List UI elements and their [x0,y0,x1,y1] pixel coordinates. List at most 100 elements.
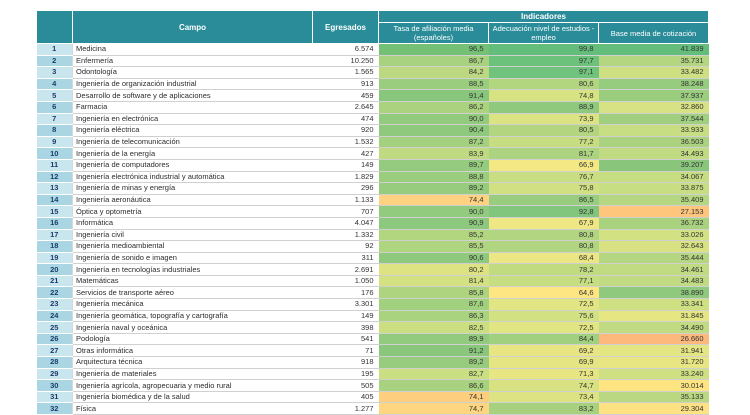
table-row: 24 Ingeniería geomática, topografía y car… [36,310,709,323]
tasa-cell: 91,2 [378,344,489,358]
campo-cell: Ingeniería electrónica industrial y auto… [72,171,313,184]
base-cell: 33.026 [598,229,709,242]
tasa-cell: 89,7 [378,159,489,172]
rank-cell: 23 [36,298,73,311]
egresados-cell: 1.532 [312,136,379,149]
egresados-cell: 918 [312,356,379,369]
tasa-cell: 74,7 [378,402,489,415]
adecuacion-cell: 80,6 [488,78,599,91]
campo-header: Campo [72,10,313,44]
rank-cell: 16 [36,217,73,230]
rank-cell: 19 [36,252,73,265]
adecuacion-cell: 72,5 [488,321,599,334]
rank-cell: 3 [36,66,73,79]
table-row: 27 Otras informática 71 91,2 69,2 31.941 [36,344,709,358]
table-row: 23 Ingeniería mecánica 3.301 87,6 72,5 33.341 [36,298,709,311]
campo-cell: Ingeniería de materiales [72,368,313,381]
tasa-cell: 90,9 [378,217,489,230]
tasa-cell: 90,6 [378,252,489,265]
base-cell: 34.493 [598,147,709,160]
adecuacion-cell: 81,7 [488,147,599,160]
base-cell: 31.941 [598,344,709,358]
base-cell: 37.544 [598,113,709,126]
egresados-cell: 427 [312,147,379,160]
indicators-table: Campo Egresados Indicadores Tasa de afil… [36,10,710,415]
table-row: 5 Desarrollo de software y de aplicacione… [36,89,709,102]
adecuacion-cell: 71,3 [488,368,599,381]
table-row: 7 Ingeniería en electrónica 474 90,0 73,9 37.… [36,113,709,126]
table-row: 18 Ingeniería medioambiental 92 85,5 80,8 32.… [36,240,709,253]
campo-cell: Ingeniería civil [72,229,313,242]
rank-cell: 14 [36,194,73,207]
table-row: 29 Ingeniería de materiales 195 82,7 71,3 33.… [36,368,709,381]
egresados-cell: 459 [312,89,379,102]
egresados-cell: 149 [312,159,379,172]
tasa-cell: 80,2 [378,263,489,276]
egresados-cell: 195 [312,368,379,381]
campo-cell: Servicios de transporte aéreo [72,286,313,300]
rank-cell: 18 [36,240,73,253]
base-cell: 33.875 [598,182,709,195]
campo-cell: Desarrollo de software y de aplicaciones [72,89,313,102]
rank-cell: 4 [36,78,73,91]
tasa-cell: 90,0 [378,113,489,126]
campo-cell: Ingeniería agrícola, agropecuaria y medi… [72,379,313,392]
tasa-cell: 82,5 [378,321,489,334]
rank-cell: 5 [36,89,73,102]
campo-cell: Ingeniería de minas y energía [72,182,313,195]
table-row: 14 Ingeniería aeronáutica 1.133 74,4 86,5 35.… [36,194,709,207]
rank-cell: 28 [36,356,73,369]
adecuacion-cell: 77,2 [488,136,599,149]
rank-cell: 15 [36,205,73,218]
base-cell: 33.933 [598,124,709,137]
base-cell: 35.444 [598,252,709,265]
rank-cell: 13 [36,182,73,195]
tasa-cell: 96,5 [378,43,489,56]
rank-cell: 6 [36,101,73,114]
tasa-cell: 88,8 [378,171,489,184]
egresados-cell: 1.332 [312,229,379,242]
table-row: 30 Ingeniería agrícola, agropecuaria y me… [36,379,709,392]
egresados-cell: 707 [312,205,379,218]
table-header: Campo Egresados Indicadores Tasa de afil… [36,10,710,44]
egresados-cell: 405 [312,391,379,404]
base-cell: 34.461 [598,263,709,276]
adecuacion-cell: 84,4 [488,333,599,346]
table-row: 2 Enfermería 10.250 86,7 97,7 35.731 [36,55,709,68]
base-cell: 35.133 [598,391,709,404]
adecuacion-cell: 68,4 [488,252,599,265]
campo-cell: Ingeniería en tecnologías industriales [72,263,313,276]
table-row: 19 Ingeniería de sonido e imagen 311 90,6 68… [36,252,709,265]
table-row: 13 Ingeniería de minas y energía 296 89,2 75… [36,182,709,195]
table-row: 16 Informática 4.047 90,9 67,9 36.732 [36,217,709,230]
base-cell: 38.890 [598,286,709,300]
table-row: 20 Ingeniería en tecnologías industriales… [36,263,709,276]
table-row: 26 Podología 541 89,9 84,4 26.660 [36,333,709,346]
campo-cell: Ingeniería naval y oceánica [72,321,313,334]
tasa-header: Tasa de afiliación media (españoles) [378,22,489,44]
rank-cell: 26 [36,333,73,346]
egresados-cell: 920 [312,124,379,137]
egresados-cell: 1.277 [312,402,379,415]
indicators-table-container: Campo Egresados Indicadores Tasa de afil… [36,10,710,415]
rank-cell: 30 [36,379,73,392]
adecuacion-cell: 75,8 [488,182,599,195]
adecuacion-cell: 78,2 [488,263,599,276]
rank-cell: 29 [36,368,73,381]
indicadores-header: Indicadores [377,10,710,23]
campo-cell: Ingeniería de telecomunicación [72,136,313,149]
base-cell: 30.014 [598,379,709,392]
tasa-cell: 83,9 [378,147,489,160]
table-row: 17 Ingeniería civil 1.332 85,2 80,8 33.026 [36,229,709,242]
egresados-cell: 474 [312,113,379,126]
campo-cell: Otras informática [72,344,313,358]
rank-cell: 20 [36,263,73,276]
tasa-cell: 86,7 [378,55,489,68]
adecuacion-cell: 80,5 [488,124,599,137]
egresados-cell: 296 [312,182,379,195]
base-cell: 36.732 [598,217,709,230]
tasa-cell: 86,6 [378,379,489,392]
table-row: 28 Arquitectura técnica 918 89,2 69,9 31.720 [36,356,709,369]
egresados-cell: 541 [312,333,379,346]
base-cell: 34.067 [598,171,709,184]
